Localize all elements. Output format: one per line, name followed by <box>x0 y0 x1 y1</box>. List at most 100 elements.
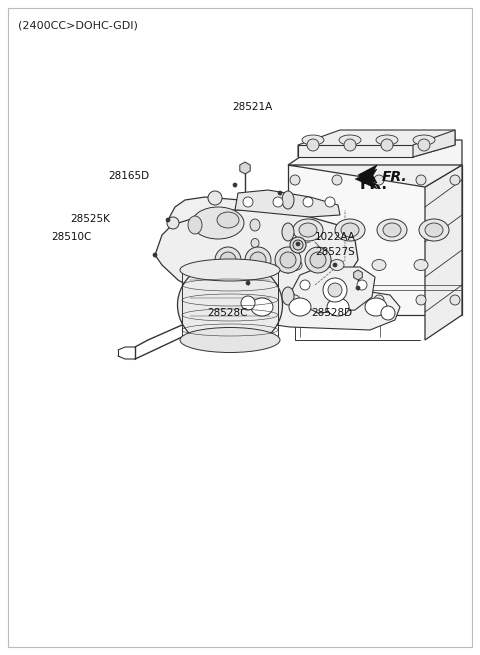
Circle shape <box>374 175 384 185</box>
Ellipse shape <box>330 259 344 271</box>
Ellipse shape <box>339 135 361 145</box>
Text: 28527S: 28527S <box>315 247 355 257</box>
Ellipse shape <box>293 219 323 241</box>
Circle shape <box>280 252 296 268</box>
Circle shape <box>374 295 384 305</box>
Ellipse shape <box>188 216 202 234</box>
Circle shape <box>273 197 283 207</box>
Circle shape <box>332 175 342 185</box>
Text: 28528C: 28528C <box>208 308 248 318</box>
Ellipse shape <box>288 259 302 271</box>
Circle shape <box>233 183 237 187</box>
Circle shape <box>243 197 253 207</box>
Circle shape <box>153 253 157 257</box>
Ellipse shape <box>251 238 259 248</box>
Text: 1022AA: 1022AA <box>315 232 356 242</box>
Circle shape <box>305 247 331 273</box>
Circle shape <box>303 197 313 207</box>
Ellipse shape <box>250 219 260 231</box>
Circle shape <box>310 252 326 268</box>
Ellipse shape <box>302 135 324 145</box>
Circle shape <box>325 197 335 207</box>
Ellipse shape <box>335 219 365 241</box>
Text: 28510C: 28510C <box>52 232 92 242</box>
Polygon shape <box>168 197 262 251</box>
Ellipse shape <box>192 207 244 239</box>
Circle shape <box>296 242 300 246</box>
Circle shape <box>278 191 282 195</box>
Ellipse shape <box>217 212 239 228</box>
Ellipse shape <box>413 135 435 145</box>
Ellipse shape <box>365 298 387 316</box>
Circle shape <box>275 247 301 273</box>
Text: FR.: FR. <box>382 170 408 184</box>
Ellipse shape <box>327 298 349 316</box>
Polygon shape <box>354 270 362 280</box>
Circle shape <box>241 296 255 310</box>
Ellipse shape <box>180 259 280 281</box>
Circle shape <box>416 175 426 185</box>
Circle shape <box>418 139 430 151</box>
Polygon shape <box>413 130 455 157</box>
Polygon shape <box>292 267 375 313</box>
Ellipse shape <box>299 223 317 237</box>
Circle shape <box>450 295 460 305</box>
Text: 28528D: 28528D <box>312 308 353 318</box>
Ellipse shape <box>377 219 407 241</box>
Circle shape <box>332 295 342 305</box>
Circle shape <box>290 175 300 185</box>
Ellipse shape <box>282 255 294 273</box>
Ellipse shape <box>372 259 386 271</box>
Circle shape <box>450 175 460 185</box>
Polygon shape <box>425 165 462 340</box>
Circle shape <box>357 280 367 290</box>
Circle shape <box>333 263 337 267</box>
Circle shape <box>250 252 266 268</box>
Text: 28165D: 28165D <box>108 171 149 181</box>
Circle shape <box>416 295 426 305</box>
Polygon shape <box>288 140 462 187</box>
Circle shape <box>245 247 271 273</box>
Ellipse shape <box>376 135 398 145</box>
Circle shape <box>323 278 347 302</box>
Polygon shape <box>288 165 462 187</box>
Ellipse shape <box>251 298 273 316</box>
Circle shape <box>246 281 250 285</box>
Circle shape <box>300 280 310 290</box>
Polygon shape <box>235 190 340 217</box>
Circle shape <box>208 191 222 205</box>
Polygon shape <box>298 145 413 157</box>
Ellipse shape <box>282 191 294 209</box>
Ellipse shape <box>282 223 294 241</box>
Circle shape <box>167 217 179 229</box>
Polygon shape <box>288 165 462 315</box>
Polygon shape <box>232 285 400 330</box>
Ellipse shape <box>289 298 311 316</box>
Ellipse shape <box>180 328 280 352</box>
Circle shape <box>290 237 306 253</box>
Polygon shape <box>155 210 358 303</box>
Ellipse shape <box>282 287 294 305</box>
Polygon shape <box>358 165 377 183</box>
Circle shape <box>290 295 300 305</box>
Circle shape <box>215 247 241 273</box>
Circle shape <box>307 139 319 151</box>
Polygon shape <box>355 169 377 189</box>
Circle shape <box>381 306 395 320</box>
Circle shape <box>220 252 236 268</box>
Polygon shape <box>240 162 250 174</box>
Circle shape <box>344 139 356 151</box>
Circle shape <box>166 218 170 222</box>
Text: FR.: FR. <box>360 178 388 192</box>
Ellipse shape <box>383 223 401 237</box>
Ellipse shape <box>414 259 428 271</box>
Text: 28521A: 28521A <box>232 102 272 112</box>
Circle shape <box>356 286 360 290</box>
Ellipse shape <box>341 223 359 237</box>
Circle shape <box>381 139 393 151</box>
Circle shape <box>328 283 342 297</box>
Text: 28525K: 28525K <box>70 214 110 224</box>
Ellipse shape <box>178 260 283 350</box>
Polygon shape <box>298 130 455 157</box>
Ellipse shape <box>419 219 449 241</box>
